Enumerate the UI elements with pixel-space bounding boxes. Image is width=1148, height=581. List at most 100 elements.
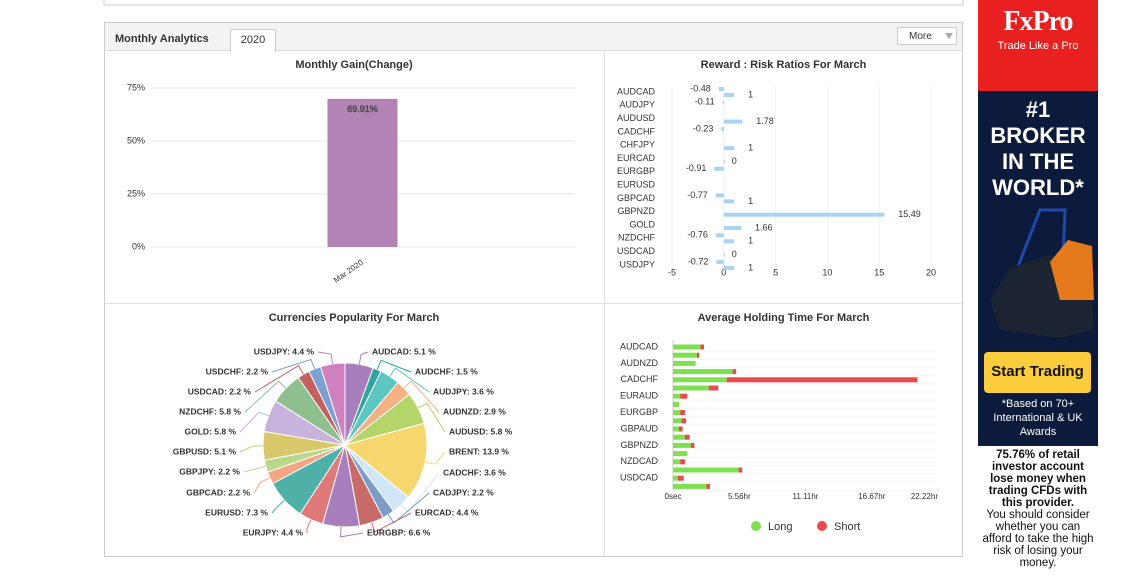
bar	[716, 259, 724, 264]
bar	[690, 442, 695, 448]
label-connector	[271, 358, 316, 373]
chart-title: Reward : Risk Ratios For March	[701, 59, 867, 71]
bar	[723, 239, 735, 244]
panel	[104, 22, 963, 557]
bar	[673, 483, 707, 489]
bar	[673, 410, 681, 416]
y-tick-label: AUDNZD	[621, 358, 659, 368]
bar	[700, 344, 705, 350]
ad-tagline: Trade Like a Pro	[997, 40, 1079, 52]
bar	[723, 146, 735, 151]
bar	[673, 418, 682, 424]
legend-label: Short	[834, 521, 860, 533]
bar	[673, 434, 685, 440]
ad-note: *Based on 70+ International & UK Awards	[993, 398, 1083, 438]
bar	[673, 459, 681, 465]
label-connector	[253, 477, 271, 494]
slice-label: EURJPY: 4.4 %	[243, 527, 304, 537]
y-tick-label: 25%	[127, 188, 145, 198]
x-tick-label: 20	[926, 267, 936, 277]
x-tick-label: 16.67hr	[858, 492, 885, 501]
bar	[673, 352, 697, 358]
panel-title: Monthly Analytics	[115, 33, 209, 45]
label-connector	[306, 519, 312, 534]
y-tick-label: NZDCAD	[621, 456, 659, 466]
y-tick-label: EURUSD	[617, 179, 656, 189]
y-tick-label: AUDCAD	[617, 86, 656, 96]
slice-label: AUDCHF: 1.5 %	[415, 366, 478, 376]
bar	[738, 467, 743, 473]
value-label: 0	[732, 156, 737, 166]
y-tick-label: CHFJPY	[620, 140, 655, 150]
x-tick-label: 5	[773, 267, 778, 277]
bar	[723, 199, 735, 204]
slice-label: USDCAD: 2.2 %	[188, 386, 252, 396]
pie-slice	[319, 362, 346, 446]
y-tick-label: EURGBP	[617, 166, 655, 176]
ad-button[interactable]	[984, 352, 1091, 393]
y-tick-label: USDJPY	[619, 259, 655, 269]
slice-label: EURGBP: 6.6 %	[367, 527, 431, 537]
bar	[706, 483, 710, 489]
slice-label: USDCHF: 2.2 %	[206, 366, 269, 376]
bar	[715, 193, 724, 198]
y-tick-label: EURCAD	[617, 153, 656, 163]
label-connector	[239, 411, 269, 433]
label-connector	[376, 359, 412, 373]
ad-warning: You should consider whether you can affo…	[982, 509, 1094, 569]
bar	[673, 369, 733, 375]
value-label: -0.48	[690, 83, 711, 93]
more-label[interactable]: More	[909, 31, 932, 42]
bar	[708, 385, 719, 391]
value-label: 1.78	[756, 116, 774, 126]
bar	[327, 98, 398, 247]
bar	[726, 377, 918, 383]
value-label: -0.91	[686, 163, 707, 173]
more-button[interactable]	[897, 27, 957, 45]
chart-title: Average Holding Time For March	[698, 312, 870, 324]
ad-top	[978, 0, 1098, 91]
slice-label: AUDNZD: 2.9 %	[443, 406, 506, 416]
bar	[723, 93, 735, 97]
y-tick-label: USDCAD	[620, 473, 659, 483]
label-connector	[243, 465, 266, 473]
slice-label: GBPJPY: 2.2 %	[179, 466, 240, 476]
label-connector	[425, 451, 446, 465]
ad-brand: FxPro	[1003, 6, 1073, 37]
value-label: 1	[748, 143, 753, 153]
year-tab-label[interactable]: 2020	[241, 34, 265, 46]
chart-title: Monthly Gain(Change)	[295, 59, 413, 71]
y-tick-label: EURAUD	[620, 391, 659, 401]
x-tick-label: 5.56hr	[728, 492, 751, 501]
x-tick-label: -5	[668, 267, 676, 277]
x-tick-label: 0sec	[665, 492, 682, 501]
value-label: 1	[748, 236, 753, 246]
label-connector	[239, 445, 264, 453]
label-connector	[371, 512, 412, 533]
bar	[732, 369, 737, 375]
bar	[723, 159, 725, 164]
y-tick-label: GBPNZD	[620, 440, 658, 450]
ad-button-label[interactable]: Start Trading	[991, 363, 1084, 380]
legend-label: Long	[768, 521, 792, 533]
chart-title: Currencies Popularity For March	[269, 312, 440, 324]
bar	[678, 426, 683, 432]
more-arrow	[945, 33, 953, 39]
bar	[673, 344, 701, 350]
x-tick-label: 0	[721, 267, 726, 277]
slice-label: NZDCHF: 5.8 %	[179, 406, 241, 416]
x-tick-label: 10	[822, 267, 832, 277]
bar	[718, 87, 724, 91]
bar	[684, 434, 690, 440]
ad-warning-bold: 75.76% of retail investor account lose m…	[988, 449, 1088, 509]
slice-label: AUDUSD: 5.8 %	[449, 426, 513, 436]
value-label: 1.66	[755, 222, 773, 232]
bar	[673, 385, 709, 391]
label-connector	[417, 402, 446, 433]
y-tick-label: 75%	[127, 82, 145, 92]
y-tick-label: GBPNZD	[617, 206, 655, 216]
bar	[723, 252, 725, 257]
y-tick-label: CADCHF	[621, 374, 659, 384]
